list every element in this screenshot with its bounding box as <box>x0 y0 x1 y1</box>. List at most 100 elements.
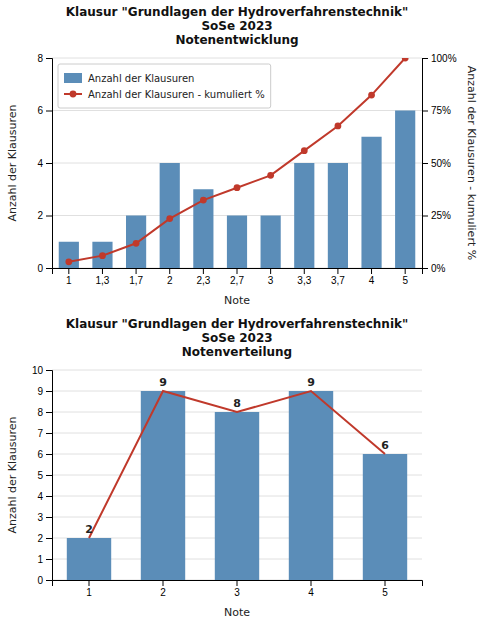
bar <box>361 137 381 268</box>
tick-mark <box>311 580 312 586</box>
legend-box <box>58 64 271 108</box>
tick-mark <box>422 163 428 164</box>
chart-svg: 11,31,722,32,733,33,745024680%25%50%75%1… <box>0 0 480 624</box>
tick-mark <box>46 433 52 434</box>
bar <box>294 163 314 268</box>
title: Klausur "Grundlagen der Hydroverfahrenst… <box>66 5 409 19</box>
y2-axis-title: Anzahl der Klausuren - kumuliert % <box>465 66 478 260</box>
tick: 7 <box>37 428 52 439</box>
axis-domain <box>423 59 429 269</box>
tick: 75% <box>422 105 451 116</box>
tick: 8 <box>37 407 52 418</box>
marks <box>59 58 416 268</box>
tick-mark <box>46 391 52 392</box>
bar <box>92 242 112 268</box>
bar <box>59 242 79 268</box>
tick: 25% <box>422 210 451 221</box>
marker <box>65 258 72 265</box>
marker <box>234 184 241 191</box>
tick-mark <box>102 268 103 274</box>
legend: Anzahl der KlausurenAnzahl der Klausuren… <box>58 64 271 108</box>
tick: 5 <box>37 470 52 481</box>
tick: 3,7 <box>331 268 345 286</box>
grid <box>52 370 422 580</box>
tick: 4 <box>37 491 52 502</box>
tick-label: 4 <box>308 587 314 598</box>
tick-mark <box>237 580 238 586</box>
data-label: 6 <box>381 439 389 452</box>
bar <box>328 163 348 268</box>
tick-mark <box>46 268 52 269</box>
tick: 1,3 <box>96 268 110 286</box>
data-label: 9 <box>159 376 167 389</box>
bar <box>395 111 415 269</box>
bar <box>126 216 146 269</box>
tick: 9 <box>37 386 52 397</box>
tick: 2 <box>37 533 52 544</box>
data-label: 8 <box>233 397 241 410</box>
tick-label: 2 <box>37 210 43 221</box>
tick-label: 2 <box>37 533 43 544</box>
legend-swatch <box>64 73 82 83</box>
axis-domain <box>46 59 53 269</box>
chart-panel: 11,31,722,32,733,33,745024680%25%50%75%1… <box>6 5 478 307</box>
tick-label: 3,3 <box>297 275 311 286</box>
marker <box>301 147 308 154</box>
tick: 4 <box>37 158 52 169</box>
data-label: 2 <box>85 523 93 536</box>
tick-mark <box>385 580 386 586</box>
tick: 6 <box>37 449 52 460</box>
tick: 0 <box>37 575 52 586</box>
bar <box>141 391 185 580</box>
tick-label: 5 <box>37 470 43 481</box>
tick-mark <box>46 496 52 497</box>
tick: 3,3 <box>297 268 311 286</box>
tick-label: 1 <box>66 275 72 286</box>
tick: 1 <box>86 580 92 598</box>
tick-label: 8 <box>37 53 43 64</box>
x-axis-title: Note <box>224 606 250 619</box>
bar <box>289 391 333 580</box>
legend-label: Anzahl der Klausuren - kumuliert % <box>88 89 265 100</box>
x-axis: 11,31,722,32,733,33,745 <box>53 268 423 286</box>
tick-mark <box>46 580 52 581</box>
legend-item: Anzahl der Klausuren - kumuliert % <box>64 89 265 100</box>
tick-label: 1 <box>86 587 92 598</box>
grid <box>52 58 422 268</box>
tick-label: 4 <box>369 275 375 286</box>
tick-mark <box>46 517 52 518</box>
tick: 2 <box>167 268 173 286</box>
tick-label: 6 <box>37 105 43 116</box>
tick-label: 2 <box>160 587 166 598</box>
marks <box>67 391 407 580</box>
tick-mark <box>68 268 69 274</box>
tick-mark <box>46 559 52 560</box>
tick-label: 0% <box>431 263 446 274</box>
tick-mark <box>422 216 428 217</box>
tick-label: 2 <box>167 275 173 286</box>
y-axis-title: Anzahl der Klausuren <box>6 416 19 533</box>
tick-mark <box>337 268 338 274</box>
marker <box>267 172 274 179</box>
tick: 100% <box>422 53 457 64</box>
y2-axis: 0%25%50%75%100% <box>422 53 457 274</box>
tick-mark <box>270 268 271 274</box>
tick-mark <box>422 268 428 269</box>
tick: 4 <box>308 580 314 598</box>
tick-mark <box>46 163 52 164</box>
tick: 3 <box>234 580 240 598</box>
marker <box>99 252 106 259</box>
tick-mark <box>405 268 406 274</box>
tick: 1 <box>37 554 52 565</box>
tick-mark <box>422 111 428 112</box>
tick: 2 <box>37 210 52 221</box>
marker <box>335 123 342 130</box>
y-axis: 02468 <box>37 53 52 274</box>
tick-mark <box>203 268 204 274</box>
tick: 5 <box>402 268 408 286</box>
tick-mark <box>46 111 52 112</box>
tick-label: 5 <box>382 587 388 598</box>
x-axis-title: Note <box>224 294 250 307</box>
tick-label: 0 <box>37 575 43 586</box>
tick: 5 <box>382 580 388 598</box>
